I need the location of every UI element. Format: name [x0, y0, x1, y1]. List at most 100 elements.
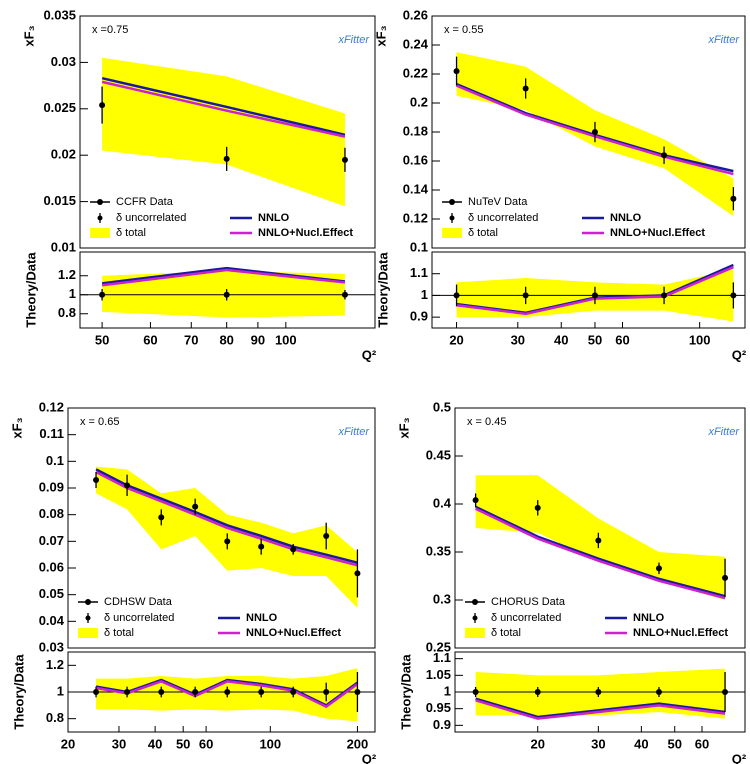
- plot-area: [455, 668, 745, 720]
- x-axis-label: Q²: [732, 347, 747, 362]
- y-tick-label: 0.3: [433, 591, 451, 606]
- theory-line: [475, 697, 726, 719]
- x-tick-label: 30: [112, 736, 126, 751]
- data-point: [453, 292, 460, 299]
- legend-label: CCFR Data: [116, 196, 174, 208]
- x-tick-label: 50: [588, 332, 602, 347]
- y-tick-label: 0.11: [39, 426, 64, 441]
- legend-symbol: [472, 599, 478, 605]
- x-tick-label: 60: [199, 736, 213, 751]
- annotation: x = 0.65: [80, 416, 119, 428]
- data-point: [323, 689, 330, 695]
- x-tick-label: 100: [689, 332, 711, 347]
- y-tick-label: 0.18: [403, 123, 428, 138]
- legend-label: δ total: [116, 227, 146, 239]
- x-tick-label: 30: [511, 332, 525, 347]
- legend-label: δ uncorrelated: [468, 212, 538, 224]
- x-tick-label: 70: [184, 332, 198, 347]
- theory-line: [101, 80, 346, 138]
- x-tick-label: 60: [695, 736, 709, 751]
- data-point: [99, 291, 106, 298]
- plot-area: [68, 668, 375, 722]
- data-point: [223, 155, 230, 162]
- data-point: [354, 570, 361, 577]
- x-tick-label: 40: [634, 736, 648, 751]
- plot-area: [432, 263, 745, 322]
- data-point: [354, 689, 361, 695]
- legend-label: NNLO+Nucl.Effect: [246, 627, 341, 639]
- x-tick-label: 40: [148, 736, 162, 751]
- data-point: [655, 689, 662, 695]
- y-axis-label: Theory/Data: [375, 252, 390, 328]
- data-point: [722, 574, 729, 581]
- plot-frame: [431, 251, 746, 329]
- legend-symbol: [78, 628, 98, 638]
- x-tick-label: 50: [176, 736, 190, 751]
- y-tick-label: 0.45: [426, 447, 451, 462]
- legend-label: NNLO: [246, 612, 278, 624]
- data-point: [534, 504, 541, 511]
- data-point: [158, 514, 165, 521]
- panel: 0.8 1 1.2 50 60 70 80 90 100 Q² Theory/Data: [23, 251, 377, 362]
- data-point: [591, 292, 598, 299]
- x-axis-label: Q²: [732, 751, 747, 764]
- data-point: [124, 689, 131, 695]
- data-point: [595, 689, 602, 695]
- data-point: [730, 292, 737, 299]
- x-axis-label: Q²: [362, 751, 377, 764]
- y-tick-label: 0.26: [403, 7, 428, 22]
- y-tick-label: 0.25: [426, 639, 451, 654]
- y-tick-label: 0.12: [39, 399, 64, 414]
- x-tick-label: 100: [259, 736, 281, 751]
- panel: 0.1 0.12 0.14 0.16 0.18 0.2 0.22 0.24 0.26 xF₃ x =…: [373, 7, 746, 254]
- data-point: [323, 533, 330, 539]
- plot-frame: [79, 15, 376, 249]
- data-point: [224, 538, 231, 545]
- y-axis-label: Theory/Data: [23, 252, 38, 328]
- panel: 0.9 1 1.1 20 30 40 50 60 100 Q² Theory/Data: [375, 251, 747, 362]
- y-tick-label: 0.9: [410, 309, 428, 324]
- y-tick-label: 0.09: [39, 479, 64, 494]
- legend-symbol: [465, 628, 485, 638]
- logo: xFitter: [337, 34, 370, 46]
- y-tick-label: 0.05: [39, 586, 64, 601]
- legend-label: δ uncorrelated: [116, 212, 186, 224]
- panel: 0.25 0.3 0.35 0.4 0.45 0.5 xF₃ x = 0.45 xFitter C…: [396, 399, 746, 654]
- legend-label: NuTeV Data: [468, 196, 528, 208]
- data-point: [290, 689, 297, 695]
- plot-frame: [79, 251, 376, 329]
- y-tick-label: 0.02: [51, 147, 76, 162]
- theory-line: [95, 468, 358, 564]
- legend-label: δ total: [468, 227, 498, 239]
- data-point: [224, 689, 231, 695]
- legend-symbol: [442, 228, 462, 238]
- y-tick-label: 1.1: [410, 265, 428, 280]
- x-tick-label: 20: [61, 736, 75, 751]
- data-point: [534, 689, 541, 695]
- y-tick-label: 0.8: [46, 710, 64, 725]
- x-tick-label: 60: [615, 332, 629, 347]
- theory-line: [95, 470, 358, 567]
- legend-label: NNLO: [610, 212, 642, 224]
- y-tick-label: 0.24: [403, 36, 429, 51]
- y-tick-label: 0.07: [39, 533, 64, 548]
- y-tick-label: 0.35: [426, 543, 451, 558]
- y-tick-label: 0.1: [46, 453, 64, 468]
- y-tick-label: 0.4: [433, 495, 452, 510]
- theory-line: [475, 507, 726, 600]
- annotation: x = 0.55: [444, 24, 483, 36]
- legend-symbol: [85, 615, 91, 621]
- y-tick-label: 0.035: [43, 7, 76, 22]
- y-tick-label: 0.1: [410, 239, 428, 254]
- y-tick-label: 0.03: [51, 54, 76, 69]
- legend-label: NNLO: [633, 612, 665, 624]
- legend-label: δ total: [491, 627, 521, 639]
- plot-area: [472, 475, 729, 600]
- y-tick-label: 1: [69, 286, 76, 301]
- data-point: [124, 482, 131, 489]
- y-tick-label: 1.1: [433, 650, 451, 665]
- legend-symbol: [97, 199, 103, 205]
- y-tick-label: 0.14: [403, 181, 429, 196]
- data-point: [93, 689, 100, 695]
